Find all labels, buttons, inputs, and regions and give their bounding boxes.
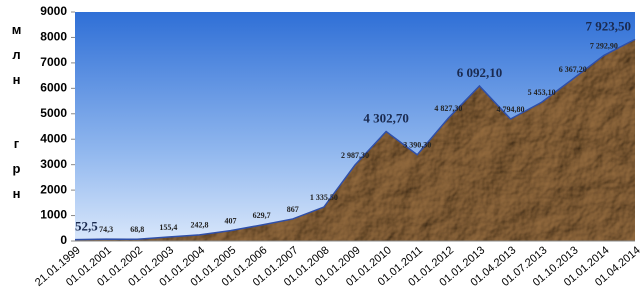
y-tick-label: 9000 bbox=[40, 4, 67, 18]
value-label: 867 bbox=[287, 205, 299, 214]
chart: 0 1000 2000 3000 4000 5000 6000 7000 8000 9000 52,… bbox=[0, 0, 643, 304]
y-tick-label: 4000 bbox=[40, 131, 67, 145]
value-label: 155,4 bbox=[159, 223, 177, 232]
value-label: 4 827,30 bbox=[434, 104, 462, 113]
y-tick-label: 1000 bbox=[40, 208, 67, 222]
value-label: 7 292,90 bbox=[590, 41, 618, 50]
y-tick-label: 5000 bbox=[40, 106, 67, 120]
value-label: 5 453,10 bbox=[528, 88, 556, 97]
value-label: 407 bbox=[225, 216, 237, 225]
value-label: 74,3 bbox=[99, 225, 113, 234]
y-tick-label: 2000 bbox=[40, 182, 67, 196]
value-label: 629,7 bbox=[253, 211, 271, 220]
y-tick-label: 6000 bbox=[40, 81, 67, 95]
y-tick-label: 8000 bbox=[40, 30, 67, 44]
y-tick-label: 0 bbox=[60, 233, 67, 247]
value-label: 2 987,30 bbox=[341, 151, 369, 160]
value-label: 4 794,80 bbox=[497, 105, 525, 114]
chart-container: 0 1000 2000 3000 4000 5000 6000 7000 8000 9000 52,… bbox=[0, 0, 643, 304]
y-tick-label: 3000 bbox=[40, 157, 67, 171]
value-label: 68,8 bbox=[130, 225, 144, 234]
value-label: 6 367,20 bbox=[559, 65, 587, 74]
value-label: 52,5 bbox=[75, 219, 98, 234]
y-tick-label: 7000 bbox=[40, 55, 67, 69]
value-label: 7 923,50 bbox=[586, 18, 632, 33]
y-axis-label: млн грн bbox=[10, 22, 23, 211]
value-label: 242,8 bbox=[190, 221, 208, 230]
value-label: 3 390,30 bbox=[403, 141, 431, 150]
value-label: 6 092,10 bbox=[457, 65, 503, 80]
value-label: 4 302,70 bbox=[363, 111, 409, 126]
value-label: 1 335,50 bbox=[310, 193, 338, 202]
